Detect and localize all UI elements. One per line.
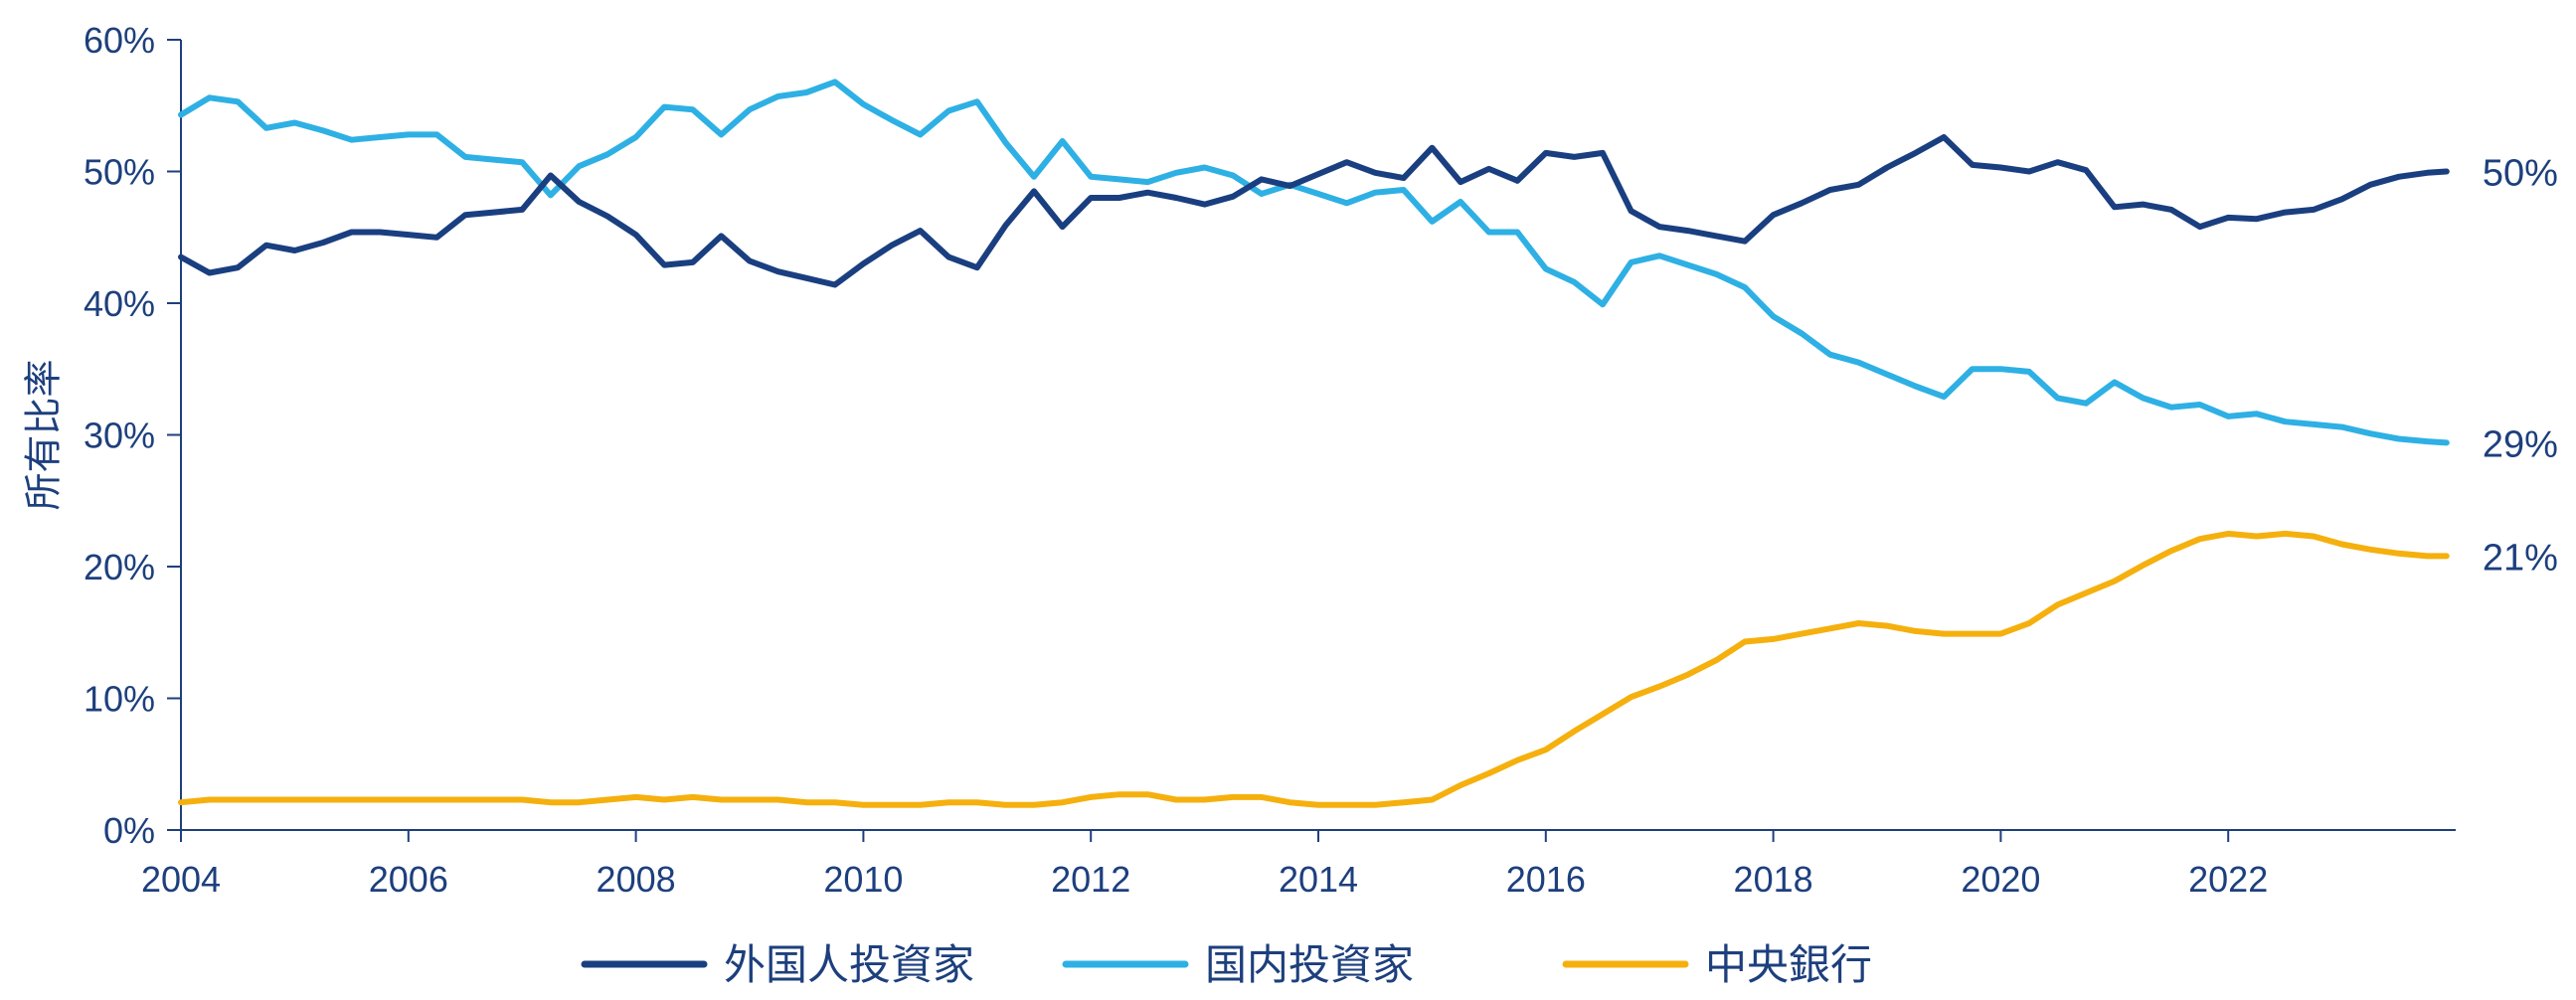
x-tick-label: 2008 — [597, 859, 676, 900]
x-tick-label: 2010 — [823, 859, 903, 900]
legend-label: 外国人投資家 — [724, 940, 974, 989]
x-tick-label: 2014 — [1279, 859, 1358, 900]
y-tick-label: 60% — [84, 20, 155, 61]
end-value-label: 29% — [2483, 423, 2558, 465]
end-value-label: 50% — [2483, 153, 2558, 195]
y-tick-label: 10% — [84, 679, 155, 720]
x-tick-label: 2018 — [1734, 859, 1813, 900]
y-tick-label: 0% — [103, 810, 155, 851]
x-tick-label: 2004 — [141, 859, 221, 900]
series-line-0 — [178, 134, 2450, 288]
legend-label: 中央銀行 — [1705, 940, 1872, 989]
legend: 外国人投資家 国内投資家 中央銀行 — [581, 940, 1872, 989]
y-tick-labels: 0% 10% 20% 30% 40% 50% 60% — [84, 20, 181, 851]
end-value-label: 21% — [2483, 537, 2558, 579]
y-tick-label: 20% — [84, 547, 155, 587]
y-tick-label: 40% — [84, 283, 155, 324]
series-lines — [178, 79, 2450, 808]
x-tick-label: 2020 — [1961, 859, 2040, 900]
end-value-labels: 50% 29% 21% — [2483, 153, 2558, 580]
y-tick-label: 50% — [84, 152, 155, 193]
y-tick-label: 30% — [84, 416, 155, 456]
axes — [180, 40, 2456, 831]
x-tick-label: 2016 — [1506, 859, 1586, 900]
x-tick-labels: 2004 2006 2008 2010 2012 2014 2016 2018 2020 2022 — [141, 830, 2268, 900]
legend-label: 国内投資家 — [1205, 940, 1414, 989]
x-tick-label: 2006 — [369, 859, 448, 900]
series-line-1 — [178, 79, 2450, 446]
series-line-2 — [178, 530, 2450, 808]
x-tick-label: 2022 — [2188, 859, 2268, 900]
x-tick-label: 2012 — [1051, 859, 1130, 900]
y-axis-title: 所有比率 — [22, 359, 66, 510]
